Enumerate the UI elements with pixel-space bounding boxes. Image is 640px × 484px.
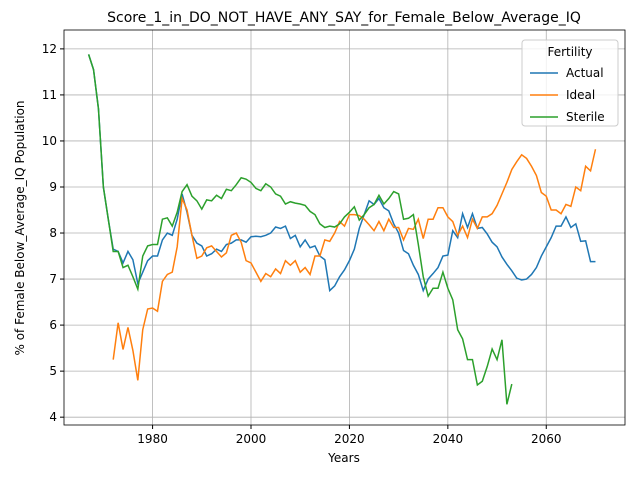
legend-label: Actual <box>566 66 604 80</box>
line-series <box>87 54 596 293</box>
y-tick-label: 7 <box>49 272 57 286</box>
line-series <box>87 54 513 405</box>
chart-title: Score_1_in_DO_NOT_HAVE_ANY_SAY_for_Femal… <box>107 10 581 26</box>
legend-label: Sterile <box>566 110 605 124</box>
x-tick-label: 2020 <box>334 432 365 446</box>
y-tick-label: 4 <box>49 410 57 424</box>
x-tick-label: 2040 <box>433 432 464 446</box>
y-tick-label: 11 <box>42 88 57 102</box>
legend-box <box>521 39 619 127</box>
plot-frame <box>63 29 626 426</box>
legend-title: Fertility <box>547 45 592 59</box>
x-tick-label: 1980 <box>137 432 168 446</box>
x-tick-label: 2000 <box>236 432 267 446</box>
y-tick-label: 5 <box>49 364 57 378</box>
y-tick-label: 6 <box>49 318 57 332</box>
legend-label: Ideal <box>566 88 595 102</box>
y-axis-label: % of Female Below_Average_IQ Population <box>13 100 27 355</box>
y-tick-label: 10 <box>42 134 57 148</box>
y-tick-label: 8 <box>49 226 57 240</box>
y-tick-label: 12 <box>42 42 57 56</box>
line-series <box>112 149 597 381</box>
x-axis-label: Years <box>327 451 360 465</box>
y-tick-label: 9 <box>49 180 57 194</box>
x-tick-label: 2060 <box>531 432 562 446</box>
